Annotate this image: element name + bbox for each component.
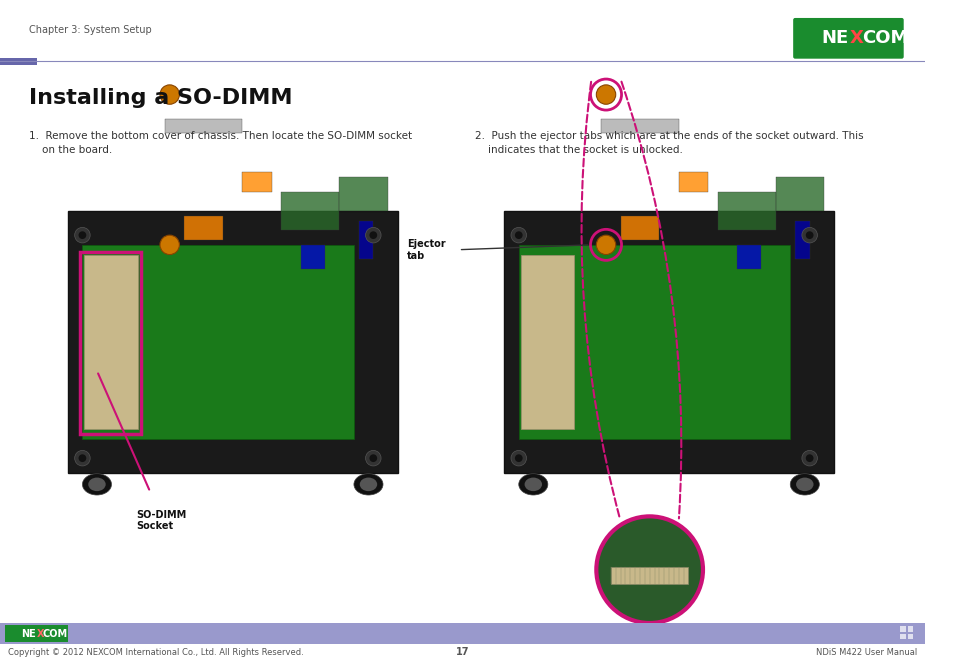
Ellipse shape: [359, 478, 376, 491]
Text: Copyright © 2012 NEXCOM International Co., Ltd. All Rights Reserved.: Copyright © 2012 NEXCOM International Co…: [8, 648, 303, 657]
Ellipse shape: [88, 478, 106, 491]
Ellipse shape: [524, 478, 541, 491]
Circle shape: [515, 454, 522, 462]
Bar: [504, 211, 833, 472]
Bar: [520, 255, 574, 429]
Bar: [678, 172, 707, 192]
Circle shape: [78, 231, 86, 239]
FancyBboxPatch shape: [792, 18, 902, 58]
Circle shape: [74, 227, 91, 243]
Circle shape: [515, 231, 522, 239]
Ellipse shape: [82, 474, 112, 495]
Circle shape: [801, 450, 817, 466]
Circle shape: [805, 231, 813, 239]
Bar: [281, 192, 339, 230]
Text: X: X: [37, 629, 44, 638]
Text: 1.  Remove the bottom cover of chassis. Then locate the SO-DIMM socket
    on th: 1. Remove the bottom cover of chassis. T…: [29, 132, 412, 155]
Bar: [0, 623, 924, 644]
Circle shape: [511, 227, 526, 243]
Text: Ejector
tab: Ejector tab: [407, 239, 445, 261]
Circle shape: [369, 231, 376, 239]
Bar: [339, 177, 388, 211]
Circle shape: [801, 227, 817, 243]
Circle shape: [805, 454, 813, 462]
Text: SO-DIMM
Socket: SO-DIMM Socket: [135, 509, 186, 531]
Text: COM: COM: [862, 30, 907, 47]
Ellipse shape: [789, 474, 819, 495]
Bar: [906, 634, 912, 640]
Bar: [84, 255, 137, 429]
Bar: [68, 211, 397, 472]
Circle shape: [511, 450, 526, 466]
Bar: [5, 625, 68, 642]
Bar: [619, 216, 659, 240]
Bar: [0, 58, 37, 65]
Bar: [600, 119, 678, 133]
Circle shape: [596, 85, 615, 104]
Bar: [736, 245, 760, 269]
Text: X: X: [848, 30, 862, 47]
Text: NE: NE: [21, 629, 36, 638]
Text: NE: NE: [821, 30, 847, 47]
Circle shape: [365, 227, 380, 243]
Bar: [300, 245, 324, 269]
Circle shape: [369, 454, 376, 462]
Bar: [906, 626, 912, 632]
Bar: [82, 245, 354, 439]
Text: 17: 17: [456, 647, 469, 657]
Circle shape: [596, 235, 615, 255]
Circle shape: [365, 450, 380, 466]
Bar: [242, 172, 272, 192]
Ellipse shape: [354, 474, 382, 495]
Bar: [184, 216, 223, 240]
Bar: [899, 626, 904, 632]
Circle shape: [78, 454, 86, 462]
Circle shape: [160, 235, 179, 255]
Ellipse shape: [795, 478, 813, 491]
Ellipse shape: [518, 474, 547, 495]
Circle shape: [596, 516, 702, 623]
Text: Chapter 3: System Setup: Chapter 3: System Setup: [29, 25, 152, 35]
Bar: [717, 192, 775, 230]
Circle shape: [160, 85, 179, 104]
Bar: [165, 119, 242, 133]
Bar: [80, 251, 140, 434]
Text: COM: COM: [43, 629, 68, 638]
Text: Installing a SO-DIMM: Installing a SO-DIMM: [29, 88, 293, 108]
Bar: [899, 634, 904, 640]
Bar: [794, 220, 809, 259]
Bar: [775, 177, 823, 211]
Bar: [358, 220, 373, 259]
Circle shape: [74, 450, 91, 466]
Bar: [610, 566, 688, 584]
Text: NDiS M422 User Manual: NDiS M422 User Manual: [815, 648, 917, 657]
Bar: [518, 245, 789, 439]
Text: 2.  Push the ejector tabs which are at the ends of the socket outward. This
    : 2. Push the ejector tabs which are at th…: [475, 132, 862, 155]
